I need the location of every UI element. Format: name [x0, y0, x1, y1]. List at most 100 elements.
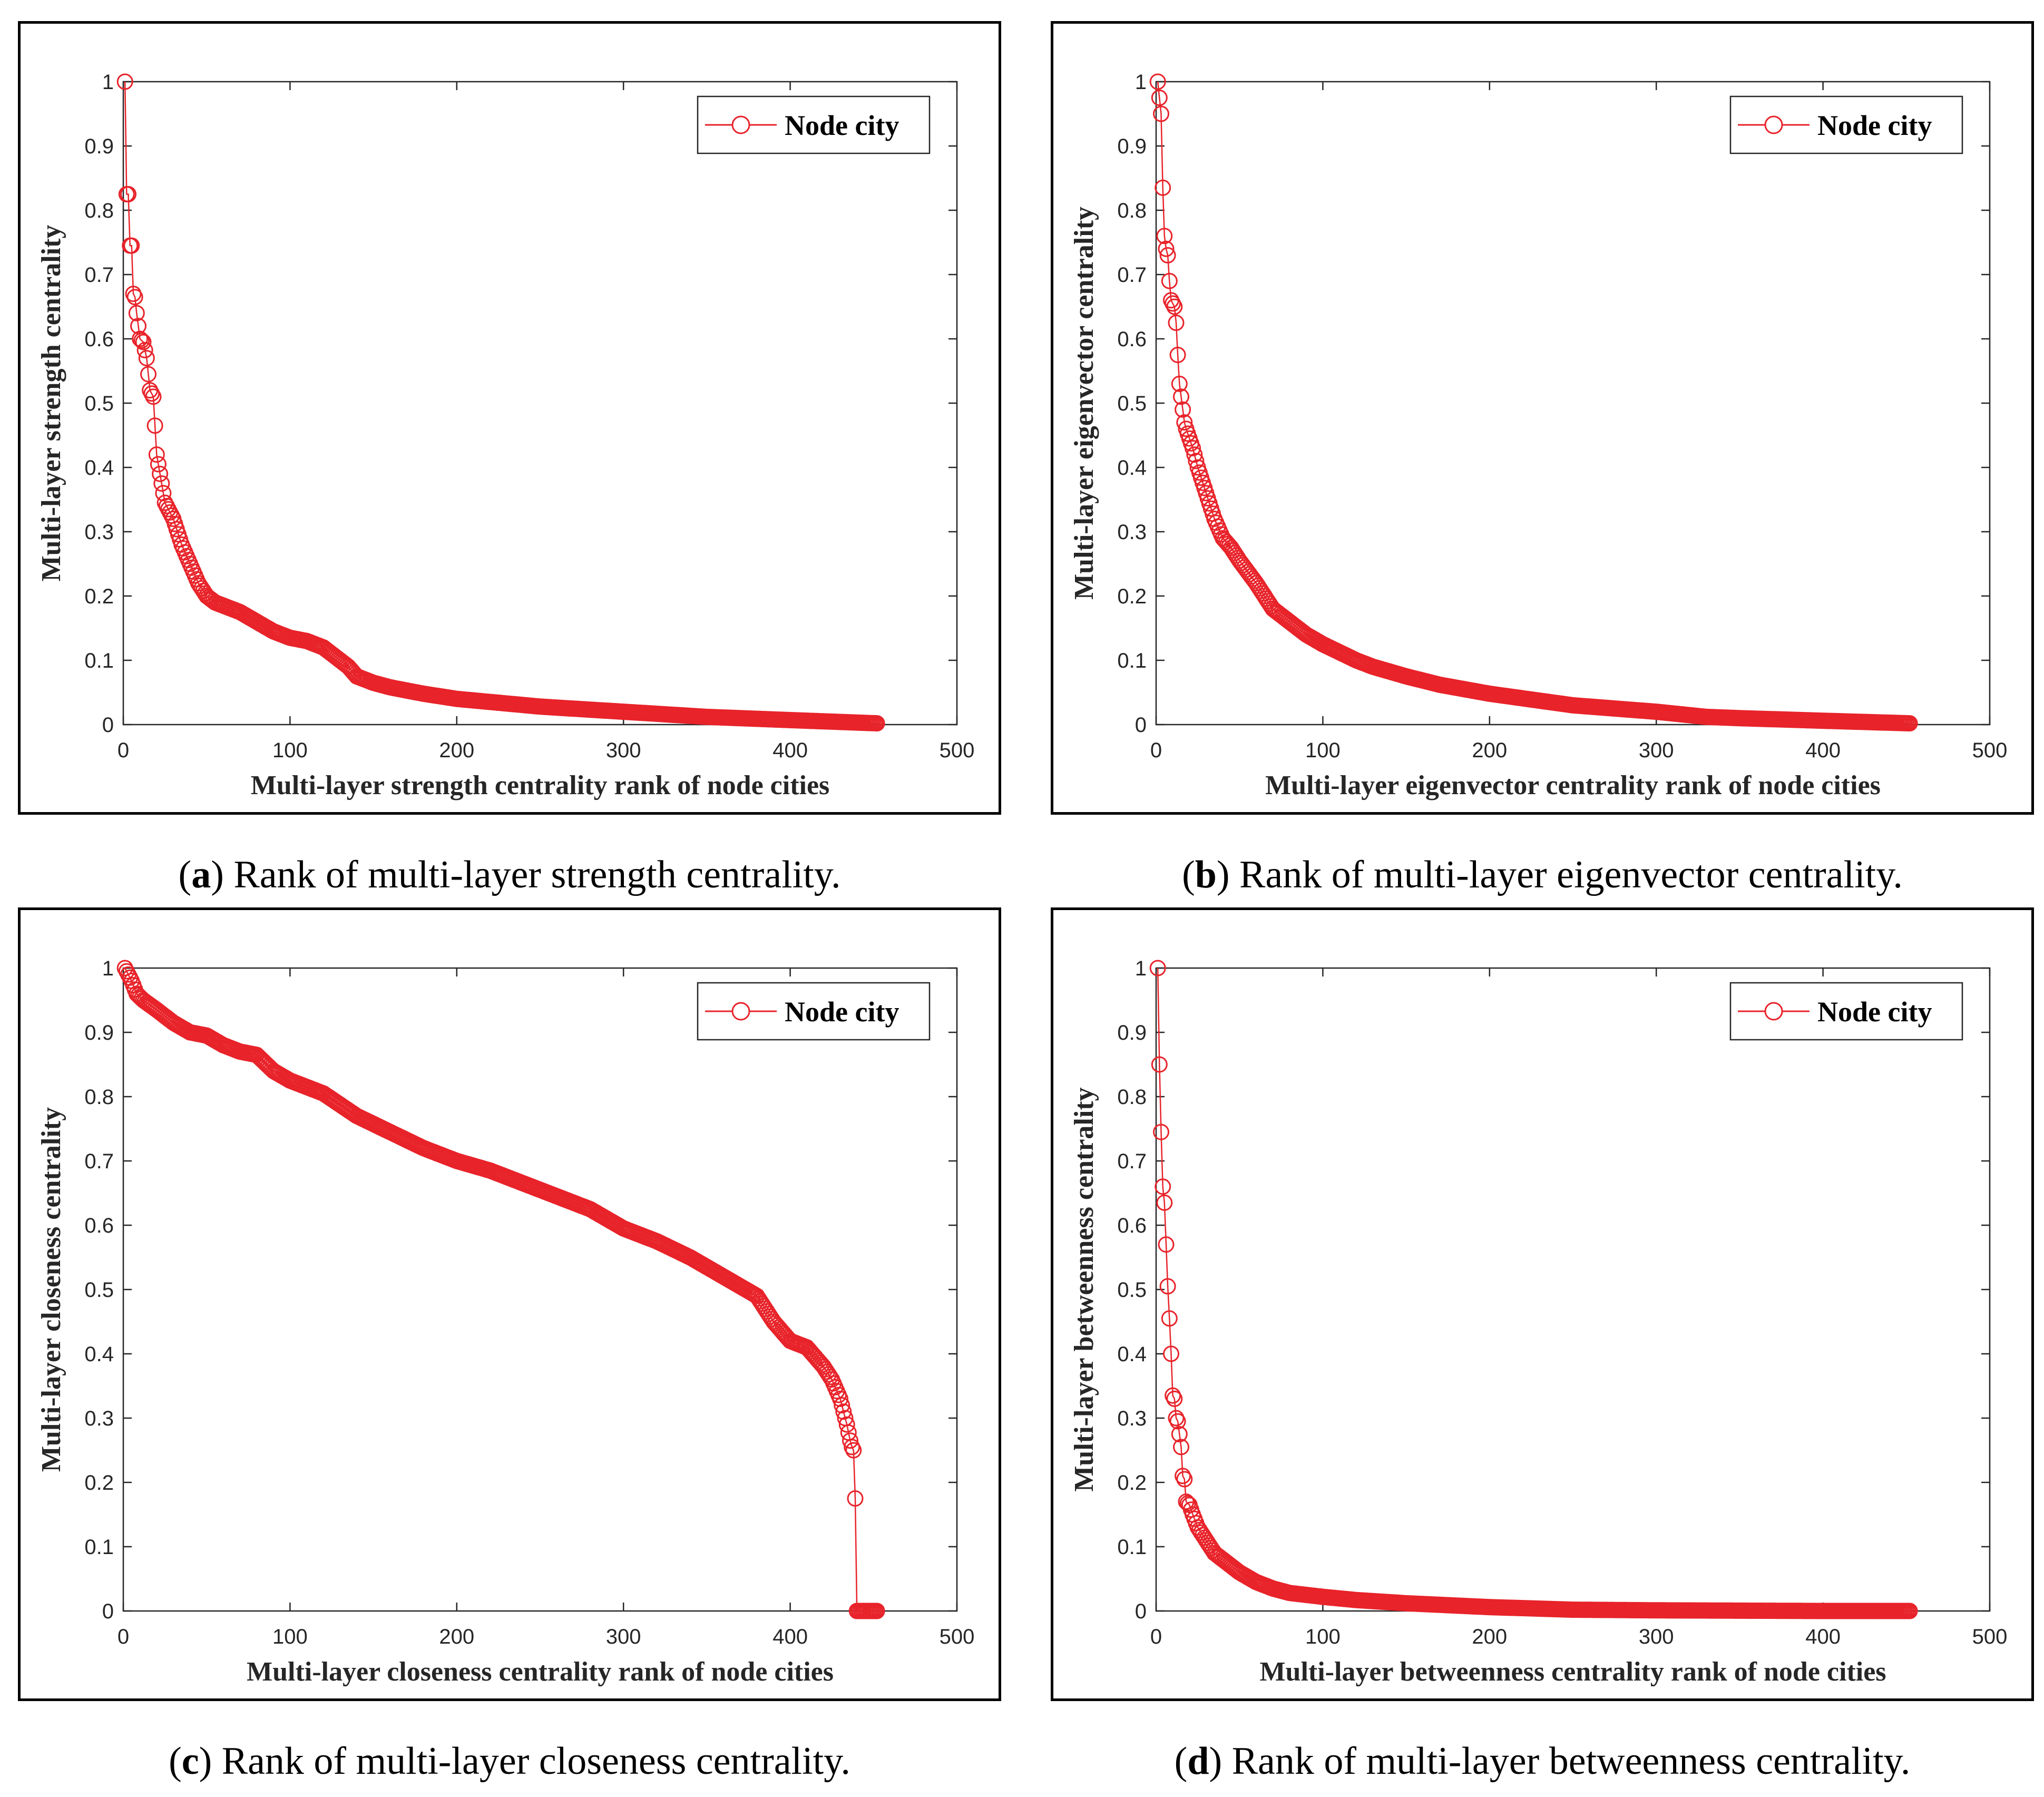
x-axis-label: Multi-layer betweenness centrality rank … — [1259, 1657, 1886, 1687]
data-point — [148, 446, 165, 463]
axes-box — [1155, 81, 1991, 726]
y-tick-label: 0 — [1135, 1600, 1147, 1623]
series-line — [1157, 968, 1910, 1612]
legend-marker-icon — [731, 1002, 750, 1021]
data-point — [128, 305, 145, 321]
data-point — [140, 366, 157, 383]
y-tick-label: 0.4 — [1117, 456, 1147, 480]
y-tick-label: 0 — [102, 714, 114, 737]
y-tick-label: 0 — [1135, 714, 1147, 737]
y-tick-label: 0.1 — [84, 1536, 114, 1559]
y-tick-label: 0.8 — [1117, 1086, 1147, 1109]
y-tick-label: 0.6 — [84, 328, 114, 351]
x-tick-label: 500 — [1972, 739, 2008, 762]
data-point — [120, 186, 136, 202]
caption-c-text: ) Rank of multi-layer closeness centrali… — [199, 1740, 850, 1783]
data-point — [1901, 715, 1918, 732]
chart-a: 0 100 200 300 400 500 0 0.1 0.2 0.3 0.4 0.5 0.6 0.7 0.… — [36, 71, 974, 800]
data-point — [832, 1390, 848, 1407]
x-tick-label: 100 — [272, 739, 308, 762]
data-point — [1188, 453, 1205, 470]
y-tick-label: 0.5 — [84, 1278, 114, 1302]
data-point — [1176, 1471, 1193, 1488]
chart-frame-c: 0 100 200 300 400 500 0 0.1 0.2 0.3 0.4 0.5 0.6 0.7 0.… — [18, 907, 1001, 1701]
x-tick-label: 500 — [940, 1625, 975, 1648]
x-tick-label: 0 — [1150, 739, 1162, 762]
data-point — [1149, 960, 1166, 976]
x-tick-label: 0 — [1150, 1625, 1162, 1648]
caption-b-text: ) Rank of multi-layer eigenvector centra… — [1216, 853, 1903, 896]
x-tick-label: 0 — [118, 739, 129, 762]
legend-marker-icon — [1764, 1002, 1783, 1021]
y-tick-label: 0.4 — [84, 456, 114, 480]
data-point — [1175, 401, 1191, 418]
data-point — [868, 1603, 885, 1619]
legend-label: Node city — [785, 996, 899, 1028]
chart-d: 0 100 200 300 400 500 0 0.1 0.2 0.3 0.4 0.5 0.6 0.7 0.… — [1069, 957, 2007, 1687]
x-tick-label: 200 — [1472, 739, 1507, 762]
series-node-city — [116, 960, 885, 1619]
x-axis-label: Multi-layer closeness centrality rank of… — [247, 1657, 834, 1687]
data-point — [835, 1403, 852, 1420]
y-tick-label: 0.6 — [84, 1214, 114, 1237]
caption-d-open: ( — [1174, 1740, 1188, 1783]
data-point — [1173, 388, 1189, 405]
series-node-city — [116, 73, 885, 732]
data-point — [133, 332, 150, 349]
data-point — [1151, 1056, 1168, 1073]
x-tick-label: 400 — [1805, 1625, 1841, 1648]
y-tick-label: 0.2 — [84, 585, 114, 608]
data-point — [868, 715, 885, 732]
legend-marker-icon — [731, 115, 750, 134]
axes-box — [122, 81, 958, 726]
legend-label: Node city — [785, 110, 899, 141]
data-point — [116, 73, 133, 90]
chart-frame-a: 0 100 200 300 400 500 0 0.1 0.2 0.3 0.4 0.5 0.6 0.7 0.… — [18, 21, 1001, 815]
legend-label: Node city — [1817, 110, 1932, 141]
y-tick-label: 0.4 — [1117, 1343, 1147, 1366]
data-point — [135, 334, 152, 350]
y-tick-label: 0.5 — [1117, 392, 1147, 415]
legend-marker-icon — [1764, 115, 1783, 134]
caption-d-text: ) Rank of multi-layer betweenness centra… — [1209, 1740, 1911, 1783]
caption-a: (a) Rank of multi-layer strength central… — [18, 853, 1001, 897]
data-point — [1169, 347, 1186, 363]
series-line — [124, 81, 877, 724]
data-point — [838, 1416, 855, 1433]
x-tick-label: 100 — [272, 1625, 308, 1648]
data-point — [1186, 446, 1203, 463]
y-tick-label: 0.6 — [1117, 328, 1147, 351]
data-point — [1178, 1493, 1195, 1510]
legend: Node city — [1729, 95, 1963, 154]
data-point — [153, 475, 170, 492]
data-point — [146, 417, 163, 434]
x-axis-label: Multi-layer eigenvector centrality rank … — [1265, 770, 1881, 800]
x-tick-label: 300 — [606, 739, 641, 762]
axes-box — [122, 967, 958, 1612]
caption-c-letter: c — [181, 1740, 199, 1783]
data-point — [125, 286, 142, 302]
series-line — [124, 968, 877, 1612]
y-tick-label: 0.3 — [84, 1407, 114, 1430]
y-tick-label: 0.8 — [84, 1086, 114, 1109]
data-point — [1161, 272, 1178, 289]
caption-a-open: ( — [178, 853, 192, 896]
series-line — [1157, 81, 1910, 724]
data-point — [844, 1439, 860, 1456]
data-point — [834, 1397, 850, 1414]
data-point — [1151, 90, 1168, 106]
y-axis-label: Multi-layer strength centrality — [36, 225, 66, 582]
data-point — [152, 465, 169, 482]
x-tick-label: 100 — [1305, 1625, 1341, 1648]
y-tick-label: 0 — [102, 1600, 114, 1623]
data-point — [1158, 1236, 1175, 1253]
chart-frame-d: 0 100 200 300 400 500 0 0.1 0.2 0.3 0.4 0.5 0.6 0.7 0.… — [1051, 907, 2034, 1701]
data-point — [1159, 247, 1176, 263]
y-tick-label: 0.8 — [84, 199, 114, 222]
caption-a-letter: a — [191, 853, 211, 896]
data-point — [1175, 1468, 1191, 1485]
data-point — [1149, 73, 1166, 90]
x-tick-label: 100 — [1305, 739, 1341, 762]
y-tick-label: 0.1 — [1117, 649, 1147, 672]
series-node-city — [1149, 73, 1918, 732]
